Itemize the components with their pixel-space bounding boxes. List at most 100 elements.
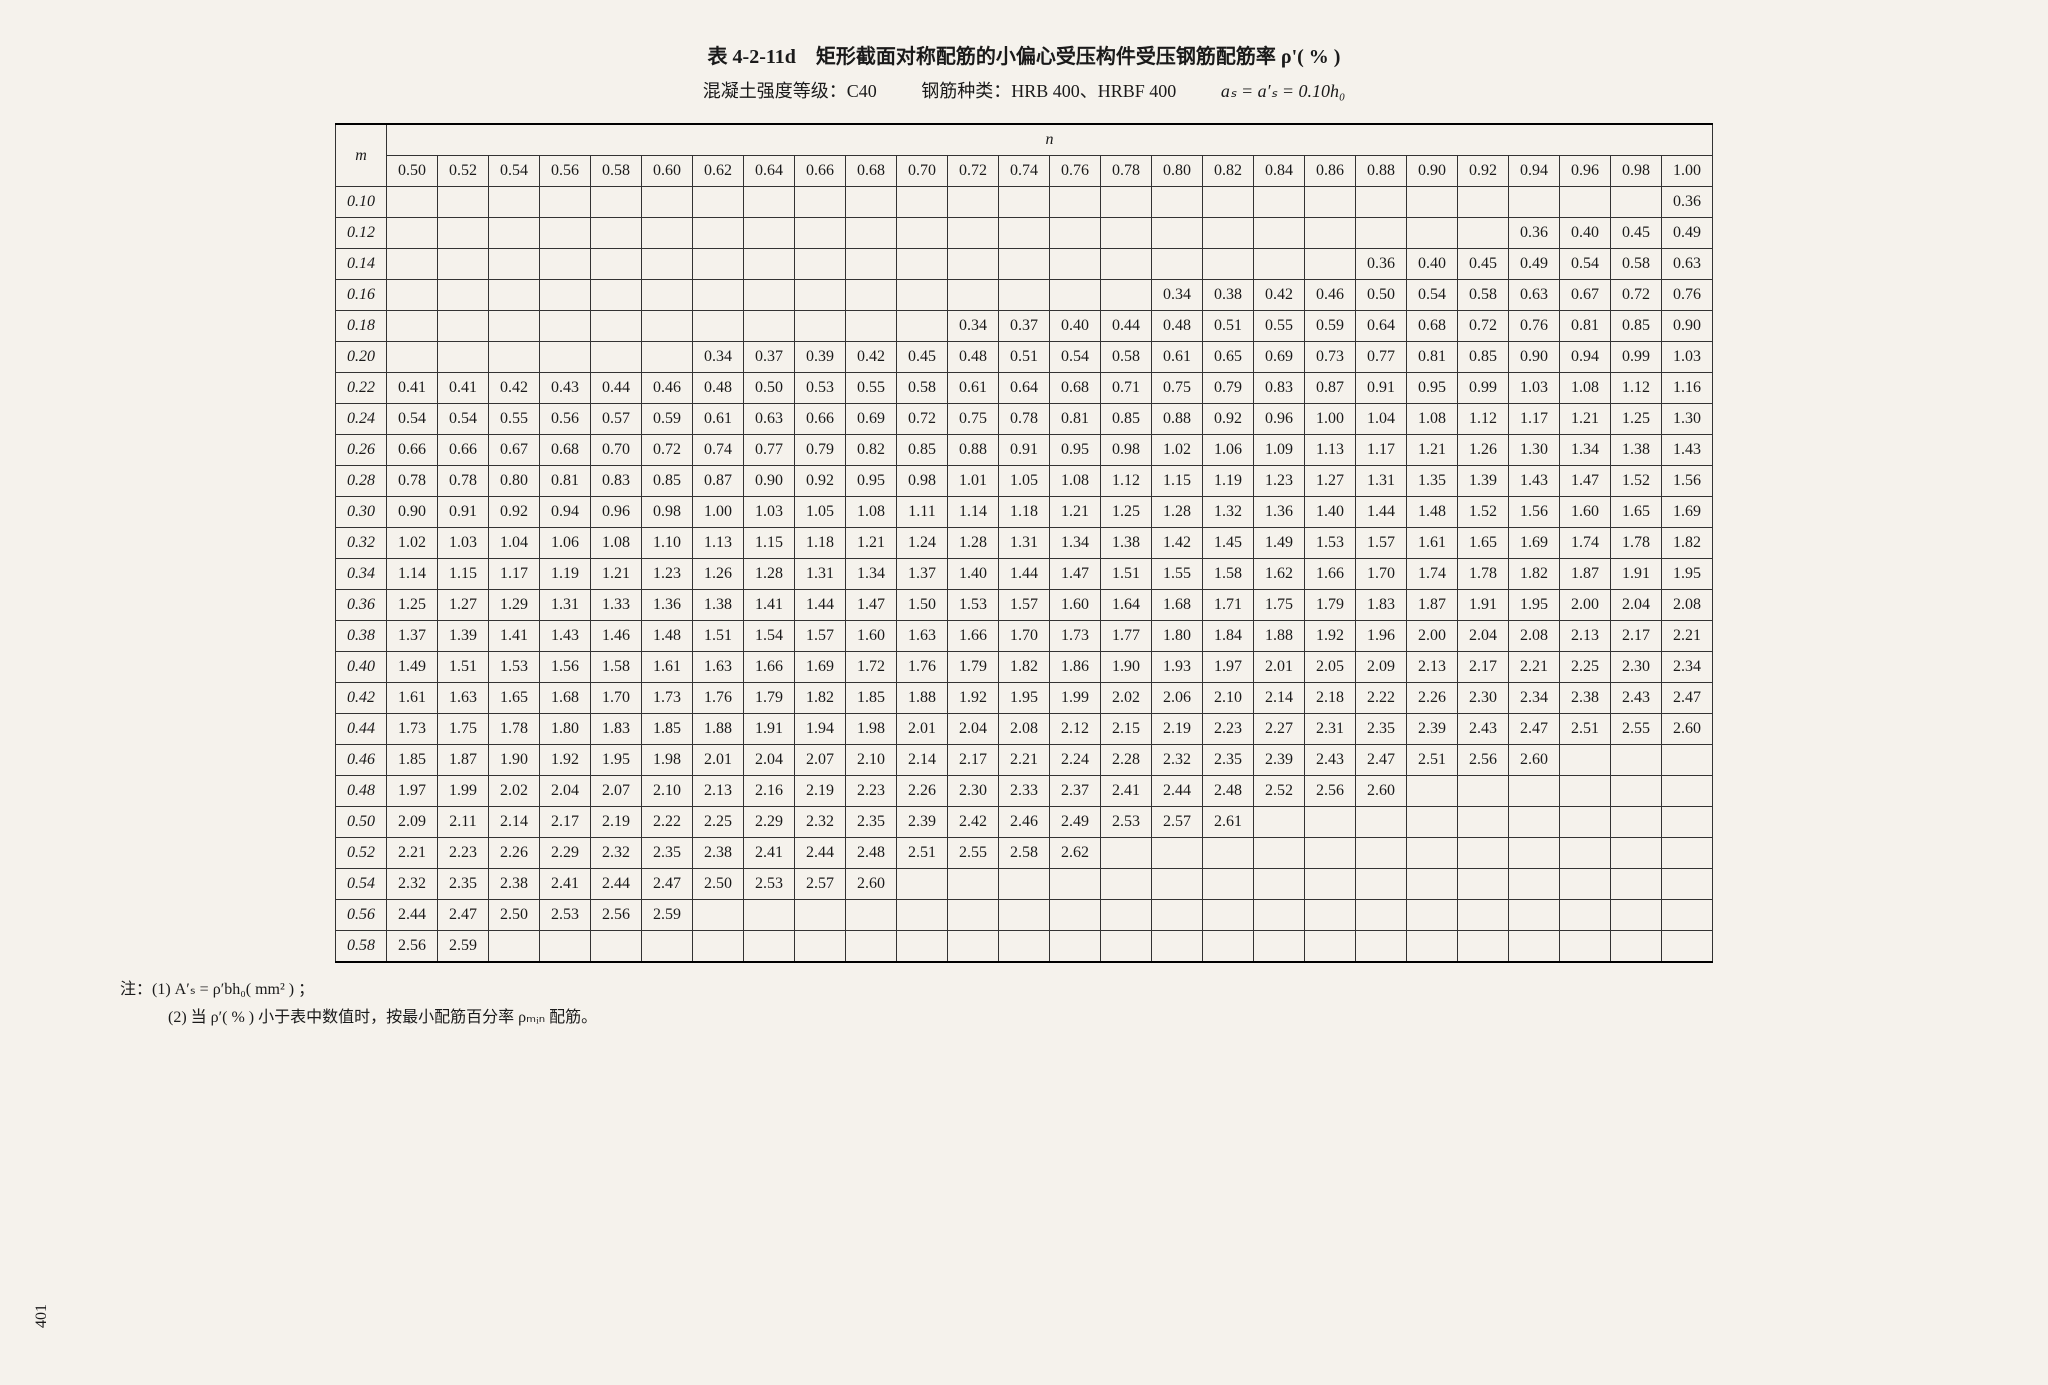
data-cell: 0.48 bbox=[1152, 311, 1203, 342]
data-cell: 0.94 bbox=[1560, 342, 1611, 373]
data-cell: 0.78 bbox=[438, 466, 489, 497]
data-cell: 2.34 bbox=[1662, 652, 1713, 683]
n-col-header: 0.74 bbox=[999, 156, 1050, 187]
n-col-header: 0.54 bbox=[489, 156, 540, 187]
data-cell bbox=[897, 249, 948, 280]
data-cell: 1.13 bbox=[1305, 435, 1356, 466]
data-cell: 1.35 bbox=[1407, 466, 1458, 497]
data-cell: 1.82 bbox=[795, 683, 846, 714]
data-cell bbox=[642, 931, 693, 963]
data-cell: 2.35 bbox=[438, 869, 489, 900]
data-cell: 1.78 bbox=[489, 714, 540, 745]
data-cell: 1.75 bbox=[438, 714, 489, 745]
data-cell: 0.49 bbox=[1509, 249, 1560, 280]
data-cell: 2.48 bbox=[1203, 776, 1254, 807]
data-cell bbox=[1101, 931, 1152, 963]
m-cell: 0.16 bbox=[336, 280, 387, 311]
data-cell: 1.52 bbox=[1458, 497, 1509, 528]
data-cell: 2.41 bbox=[1101, 776, 1152, 807]
data-cell: 0.54 bbox=[438, 404, 489, 435]
data-cell: 2.32 bbox=[387, 869, 438, 900]
m-cell: 0.22 bbox=[336, 373, 387, 404]
data-cell: 2.19 bbox=[591, 807, 642, 838]
data-cell: 0.40 bbox=[1560, 218, 1611, 249]
table-row: 0.280.780.780.800.810.830.850.870.900.92… bbox=[336, 466, 1713, 497]
data-cell: 2.05 bbox=[1305, 652, 1356, 683]
data-cell: 2.09 bbox=[387, 807, 438, 838]
data-cell: 1.65 bbox=[489, 683, 540, 714]
n-col-header: 0.96 bbox=[1560, 156, 1611, 187]
data-cell: 2.32 bbox=[591, 838, 642, 869]
data-cell bbox=[693, 900, 744, 931]
data-cell: 0.40 bbox=[1407, 249, 1458, 280]
data-cell bbox=[948, 187, 999, 218]
data-cell: 0.85 bbox=[1458, 342, 1509, 373]
table-row: 0.180.340.370.400.440.480.510.550.590.64… bbox=[336, 311, 1713, 342]
data-cell: 2.00 bbox=[1560, 590, 1611, 621]
data-cell: 1.08 bbox=[1560, 373, 1611, 404]
data-cell: 1.64 bbox=[1101, 590, 1152, 621]
data-cell: 2.51 bbox=[1560, 714, 1611, 745]
data-cell: 0.83 bbox=[591, 466, 642, 497]
data-cell: 0.51 bbox=[1203, 311, 1254, 342]
data-cell bbox=[999, 931, 1050, 963]
data-cell: 1.04 bbox=[1356, 404, 1407, 435]
data-cell: 1.33 bbox=[591, 590, 642, 621]
data-cell: 1.96 bbox=[1356, 621, 1407, 652]
data-cell: 1.93 bbox=[1152, 652, 1203, 683]
data-cell: 0.41 bbox=[387, 373, 438, 404]
data-cell: 2.23 bbox=[846, 776, 897, 807]
data-cell: 1.49 bbox=[1254, 528, 1305, 559]
data-cell: 2.44 bbox=[1152, 776, 1203, 807]
table-row: 0.582.562.59 bbox=[336, 931, 1713, 963]
data-cell: 1.57 bbox=[999, 590, 1050, 621]
data-cell: 0.45 bbox=[1611, 218, 1662, 249]
data-cell: 2.35 bbox=[846, 807, 897, 838]
data-cell: 1.91 bbox=[1611, 559, 1662, 590]
data-cell: 0.45 bbox=[1458, 249, 1509, 280]
table-row: 0.502.092.112.142.172.192.222.252.292.32… bbox=[336, 807, 1713, 838]
data-cell: 2.26 bbox=[1407, 683, 1458, 714]
data-cell: 0.81 bbox=[1560, 311, 1611, 342]
data-cell: 0.58 bbox=[1458, 280, 1509, 311]
data-cell bbox=[1458, 776, 1509, 807]
data-cell: 1.73 bbox=[387, 714, 438, 745]
data-cell: 1.88 bbox=[1254, 621, 1305, 652]
data-cell bbox=[1203, 869, 1254, 900]
data-cell bbox=[1254, 807, 1305, 838]
data-cell: 0.44 bbox=[591, 373, 642, 404]
data-cell: 2.53 bbox=[744, 869, 795, 900]
data-cell bbox=[948, 218, 999, 249]
data-cell bbox=[846, 218, 897, 249]
data-cell: 2.44 bbox=[795, 838, 846, 869]
data-cell bbox=[795, 280, 846, 311]
table-row: 0.341.141.151.171.191.211.231.261.281.31… bbox=[336, 559, 1713, 590]
data-cell: 1.25 bbox=[387, 590, 438, 621]
data-cell bbox=[1509, 776, 1560, 807]
data-cell: 2.47 bbox=[642, 869, 693, 900]
data-cell bbox=[1560, 931, 1611, 963]
data-cell: 1.60 bbox=[1050, 590, 1101, 621]
table-row: 0.260.660.660.670.680.700.720.740.770.79… bbox=[336, 435, 1713, 466]
data-cell: 1.92 bbox=[540, 745, 591, 776]
data-cell: 1.34 bbox=[1560, 435, 1611, 466]
data-cell: 0.57 bbox=[591, 404, 642, 435]
data-cell bbox=[1662, 931, 1713, 963]
data-cell: 0.46 bbox=[642, 373, 693, 404]
data-cell: 2.53 bbox=[1101, 807, 1152, 838]
data-cell bbox=[1509, 869, 1560, 900]
data-cell: 0.95 bbox=[1407, 373, 1458, 404]
data-cell bbox=[1356, 838, 1407, 869]
data-cell: 0.87 bbox=[693, 466, 744, 497]
data-cell: 2.44 bbox=[591, 869, 642, 900]
data-cell: 1.99 bbox=[438, 776, 489, 807]
data-cell: 1.76 bbox=[693, 683, 744, 714]
data-cell: 0.46 bbox=[1305, 280, 1356, 311]
data-cell: 2.32 bbox=[1152, 745, 1203, 776]
data-cell: 2.25 bbox=[693, 807, 744, 838]
data-cell: 2.30 bbox=[948, 776, 999, 807]
data-cell: 0.75 bbox=[1152, 373, 1203, 404]
data-cell: 2.35 bbox=[1356, 714, 1407, 745]
data-cell bbox=[1356, 900, 1407, 931]
data-cell: 0.36 bbox=[1356, 249, 1407, 280]
